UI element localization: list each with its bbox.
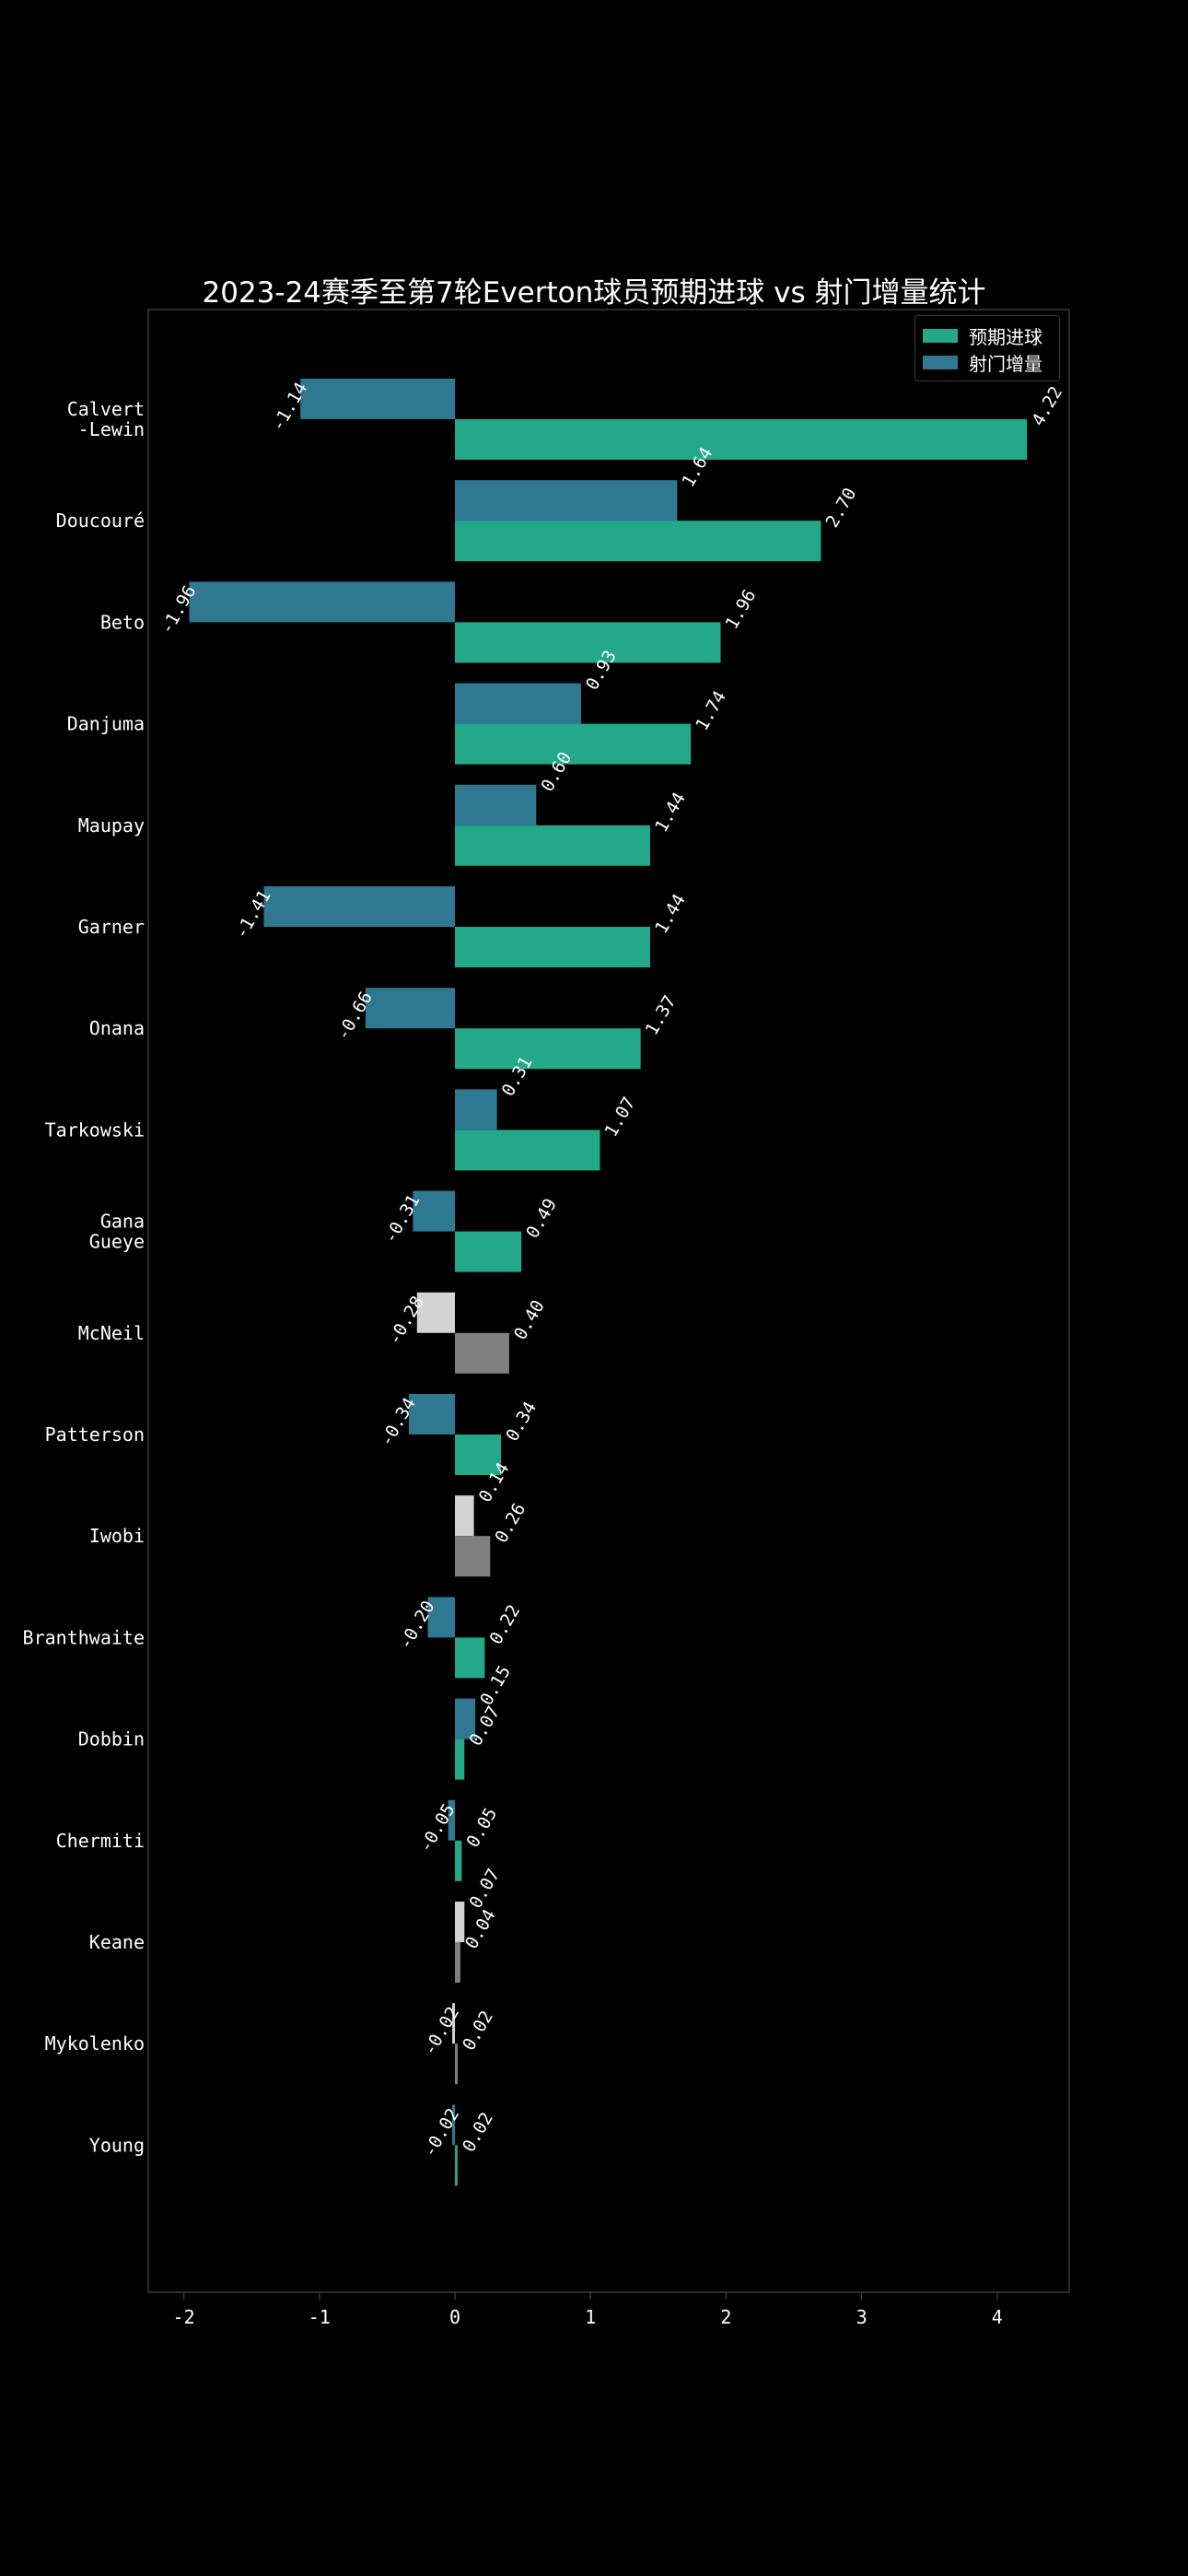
bar-delta-dobbin: 0.15: [455, 1698, 476, 1739]
value-label-xg-gana-gueye: 0.49: [522, 1195, 561, 1242]
bar-xg-chermiti: 0.05: [455, 1840, 462, 1881]
y-tick-label-branthwaite: Branthwaite: [23, 1626, 145, 1648]
y-tick-label-maupay: Maupay: [78, 814, 145, 837]
x-axis-ticks: -2 -1 0 1 2 3 4: [173, 2292, 1003, 2328]
value-label-xg-branthwaite: 0.22: [485, 1601, 524, 1648]
bar-delta-chermiti: -0.05: [448, 1799, 455, 1841]
bar-xg-garner: 1.44: [455, 927, 650, 967]
chart-title: 2023-24赛季至第7轮Everton球员预期进球 vs 射门增量统计: [202, 276, 986, 310]
bar-xg-doucour: 2.70: [455, 521, 821, 562]
bar-xg-branthwaite: 0.22: [455, 1637, 485, 1679]
bar-delta-branthwaite: -0.20: [427, 1597, 455, 1638]
bar-delta-tarkowski: 0.31: [455, 1089, 497, 1130]
x-tick-label-6: 4: [992, 2306, 1003, 2328]
bar-delta-doucour: 1.64: [455, 480, 678, 521]
x-tick-label-1: -1: [309, 2306, 331, 2328]
y-tick-label-tarkowski: Tarkowski: [45, 1118, 145, 1141]
bar-delta-keane: 0.07: [455, 1902, 465, 1942]
bar-delta-onana: -0.66: [365, 988, 455, 1029]
bar-delta-patterson: -0.34: [408, 1394, 455, 1434]
value-label-xg-garner: 1.44: [651, 891, 690, 938]
x-tick-label-0: -2: [173, 2306, 195, 2328]
value-label-xg-mcneil: 0.40: [510, 1296, 549, 1343]
y-tick-label-patterson: Patterson: [45, 1423, 145, 1446]
bar-delta-iwobi: 0.14: [455, 1495, 474, 1537]
value-label-xg-maupay: 1.44: [651, 789, 690, 836]
bar-delta-mykolenko: -0.02: [452, 2003, 455, 2044]
bar-delta-garner: -1.41: [263, 886, 455, 927]
legend: 预期进球 射门增量: [914, 315, 1060, 381]
y-tick-label-garner: Garner: [78, 916, 145, 938]
value-label-xg-mykolenko: 0.02: [459, 2008, 497, 2055]
bar-xg-gana-gueye: 0.49: [455, 1231, 522, 1272]
y-tick-label-gana-gueye: Gana Gueye: [89, 1211, 145, 1253]
y-tick-label-dobbin: Dobbin: [78, 1728, 145, 1751]
y-tick-label-mcneil: McNeil: [78, 1322, 145, 1344]
value-label-xg-calvert--lewin: 4.22: [1028, 383, 1066, 430]
bar-xg-young: 0.02: [455, 2145, 458, 2186]
y-tick-label-beto: Beto: [100, 611, 145, 633]
bar-delta-young: -0.02: [452, 2104, 455, 2146]
legend-item-delta: 射门增量: [923, 351, 1042, 375]
bar-xg-danjuma: 1.74: [455, 723, 692, 765]
y-axis-labels: Calvert -Lewin Doucouré Beto Danjuma Maupay Ga…: [23, 398, 145, 2156]
bar-xg-calvert--lewin: 4.22: [455, 419, 1028, 460]
bar-delta-beto: -1.96: [189, 581, 455, 623]
value-label-xg-young: 0.02: [459, 2109, 497, 2156]
plot-frame: [147, 309, 1070, 2293]
legend-item-xg: 预期进球: [923, 324, 1042, 348]
legend-swatch-delta: [923, 355, 958, 369]
value-label-xg-danjuma: 1.74: [692, 687, 730, 734]
value-label-xg-patterson: 0.34: [502, 1399, 541, 1446]
bar-xg-onana: 1.37: [455, 1028, 641, 1070]
bar-xg-mykolenko: 0.02: [455, 2043, 458, 2085]
y-tick-label-chermiti: Chermiti: [56, 1830, 145, 1852]
bar-xg-iwobi: 0.26: [455, 1536, 491, 1577]
value-label-xg-doucour: 2.70: [821, 485, 860, 532]
x-tick-label-5: 3: [856, 2306, 868, 2328]
bar-xg-dobbin: 0.07: [455, 1739, 465, 1780]
value-label-xg-tarkowski: 1.07: [601, 1094, 640, 1141]
y-tick-label-danjuma: Danjuma: [67, 713, 145, 735]
bar-xg-keane: 0.04: [455, 1942, 460, 1983]
value-label-xg-iwobi: 0.26: [491, 1500, 530, 1547]
y-tick-label-keane: Keane: [89, 1931, 145, 1953]
value-label-xg-keane: 0.04: [461, 1906, 500, 1953]
y-tick-label-doucour: Doucouré: [56, 509, 145, 532]
y-tick-label-mykolenko: Mykolenko: [45, 2032, 145, 2055]
y-tick-label-young: Young: [89, 2134, 145, 2156]
value-label-xg-onana: 1.37: [642, 992, 681, 1039]
legend-label-xg: 预期进球: [969, 325, 1042, 348]
bars-layer: -1.144.221.642.70-1.961.960.931.740.601.…: [189, 379, 1028, 2186]
legend-label-delta: 射门增量: [969, 352, 1042, 375]
bar-delta-gana-gueye: -0.31: [413, 1190, 455, 1232]
x-tick-label-2: 0: [449, 2306, 460, 2328]
y-tick-label-onana: Onana: [89, 1017, 145, 1039]
value-label-delta-keane: 0.07: [465, 1866, 504, 1913]
legend-swatch-xg: [923, 328, 958, 343]
bar-delta-mcneil: -0.28: [416, 1292, 455, 1333]
x-tick-label-4: 2: [720, 2306, 731, 2328]
x-tick-label-3: 1: [585, 2306, 596, 2328]
bar-xg-mcneil: 0.40: [455, 1332, 509, 1374]
bar-delta-danjuma: 0.93: [455, 683, 581, 724]
bar-delta-calvert--lewin: -1.14: [300, 379, 455, 419]
bar-xg-maupay: 1.44: [455, 825, 650, 866]
bar-delta-maupay: 0.60: [455, 784, 537, 825]
bar-xg-patterson: 0.34: [455, 1434, 502, 1475]
value-label-xg-beto: 1.96: [722, 586, 761, 633]
y-tick-label-calvert--lewin: Calvert -Lewin: [67, 398, 145, 440]
y-tick-label-iwobi: Iwobi: [89, 1525, 145, 1547]
bar-xg-tarkowski: 1.07: [455, 1130, 600, 1171]
value-label-xg-chermiti: 0.05: [462, 1804, 501, 1851]
bar-xg-beto: 1.96: [455, 622, 721, 663]
